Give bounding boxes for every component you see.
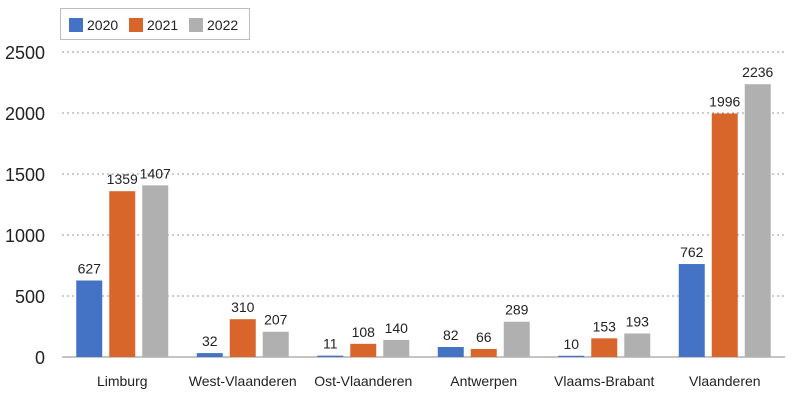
bar [109,191,136,357]
data-label: 2236 [742,64,773,80]
x-tick-label: Vlaams-Brabant [554,373,654,389]
legend-swatch-2022 [189,18,203,32]
data-label: 66 [476,329,492,345]
data-label: 289 [505,302,529,318]
data-label: 310 [231,299,255,315]
x-tick-label: Vlaanderen [689,373,761,389]
y-tick-label: 0 [35,348,45,368]
bar [383,339,410,357]
bar [76,280,103,357]
y-tick-label: 1000 [5,226,45,246]
bar [262,331,289,357]
bar [503,321,530,357]
legend-label-2022: 2022 [207,17,239,33]
bar [678,264,705,357]
data-label: 627 [78,261,102,277]
bar [744,84,771,357]
bar [558,355,585,357]
bar [350,343,377,357]
x-tick-label: Limburg [97,373,148,389]
bar [624,333,651,357]
y-tick-label: 2500 [5,43,45,63]
bar [142,185,169,357]
data-label: 140 [385,320,409,336]
legend-swatch-2020 [69,18,83,32]
data-label: 10 [563,336,579,352]
y-tick-label: 1500 [5,165,45,185]
bar [317,355,344,357]
bar [591,338,618,357]
bar [196,353,223,357]
data-label: 108 [352,324,376,340]
y-tick-label: 500 [15,287,45,307]
legend-item-2020: 2020 [69,17,118,33]
data-label: 82 [443,327,459,343]
y-tick-label: 2000 [5,104,45,124]
data-label: 762 [680,244,704,260]
legend-label-2021: 2021 [147,17,179,33]
bar [470,348,497,357]
data-label: 1407 [140,165,171,181]
bar [229,319,256,357]
data-label: 11 [323,336,338,352]
bar [437,346,464,357]
legend-item-2021: 2021 [129,17,178,33]
data-label: 1996 [709,93,740,109]
data-label: 32 [202,333,218,349]
legend-item-2022: 2022 [189,17,238,33]
data-label: 153 [593,318,617,334]
legend-label-2020: 2020 [87,17,119,33]
legend: 2020 2021 2022 [60,8,250,40]
data-label: 207 [264,312,288,328]
x-tick-label: West-Vlaanderen [189,373,297,389]
bar [711,113,738,357]
x-tick-label: Antwerpen [450,373,517,389]
x-tick-label: Ost-Vlaanderen [314,373,412,389]
legend-swatch-2021 [129,18,143,32]
data-label: 193 [626,313,650,329]
data-label: 1359 [107,171,138,187]
